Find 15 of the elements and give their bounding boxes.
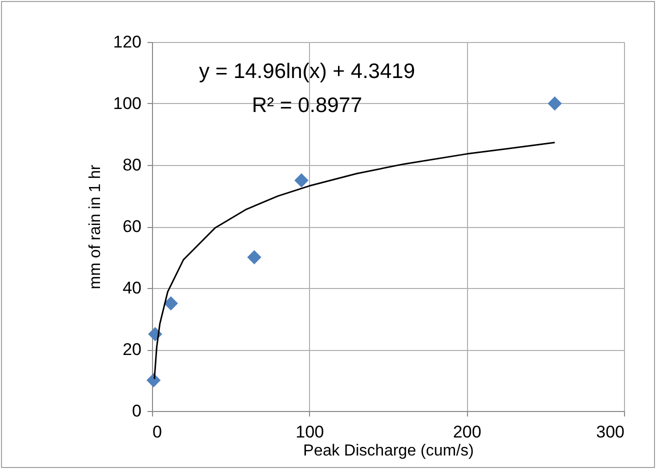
y-tick-label: 20 bbox=[122, 340, 142, 359]
y-tick-label: 40 bbox=[122, 278, 142, 298]
y-tick-label: 120 bbox=[113, 32, 142, 52]
x-tick-label: 300 bbox=[596, 422, 624, 442]
annotation: y = 14.96ln(x) + 4.3419 bbox=[199, 60, 415, 83]
y-tick-label: 100 bbox=[113, 94, 142, 113]
annotation: R² = 0.8977 bbox=[252, 94, 362, 117]
x-tick-label: 0 bbox=[152, 422, 162, 442]
x-axis-title: Peak Discharge (cum/s) bbox=[303, 442, 474, 460]
y-tick-label: 0 bbox=[132, 402, 142, 420]
x-tick-label: 100 bbox=[296, 422, 324, 442]
y-tick-label: 60 bbox=[122, 217, 142, 236]
y-tick-label: 80 bbox=[122, 156, 142, 174]
x-tick-label: 200 bbox=[452, 422, 482, 442]
y-axis-title: mm of rain in 1 hr bbox=[87, 164, 104, 290]
